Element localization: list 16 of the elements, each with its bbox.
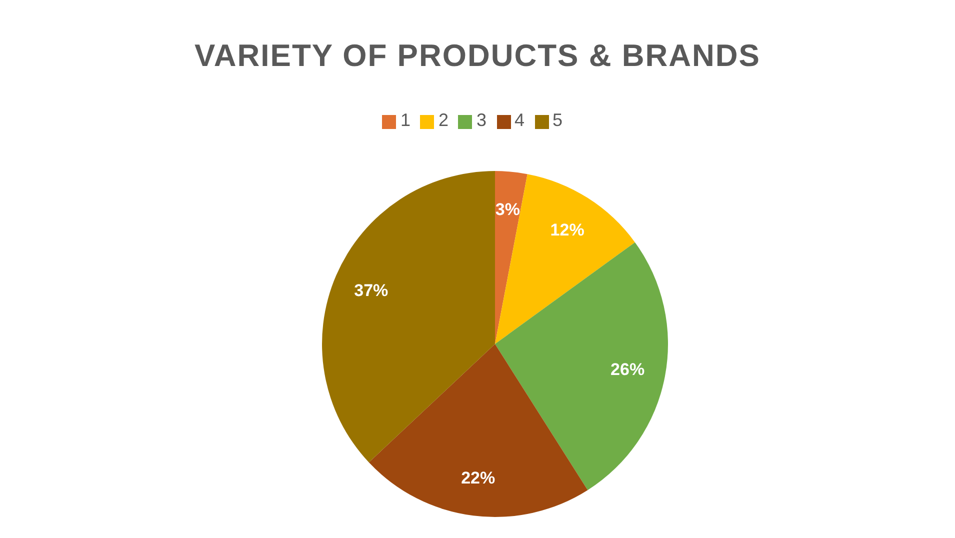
legend-label: 3	[476, 110, 486, 130]
legend-label: 2	[438, 110, 448, 130]
pie-slice	[495, 242, 668, 490]
pie-slice	[368, 344, 588, 517]
pie-slice	[495, 171, 528, 344]
data-label: 26%	[610, 360, 645, 379]
data-label: 22%	[461, 468, 496, 488]
legend-label: 4	[514, 110, 525, 130]
legend-label: 1	[400, 110, 410, 130]
data-label: 12%	[550, 220, 584, 240]
pie-slice	[322, 171, 495, 462]
data-label: 3%	[495, 200, 520, 220]
chart-title: VARIETY OF PRODUCTS & BRANDS	[194, 38, 762, 74]
pie-slice	[495, 174, 635, 344]
data-label: 37%	[354, 280, 388, 300]
legend-label: 5	[552, 110, 563, 130]
